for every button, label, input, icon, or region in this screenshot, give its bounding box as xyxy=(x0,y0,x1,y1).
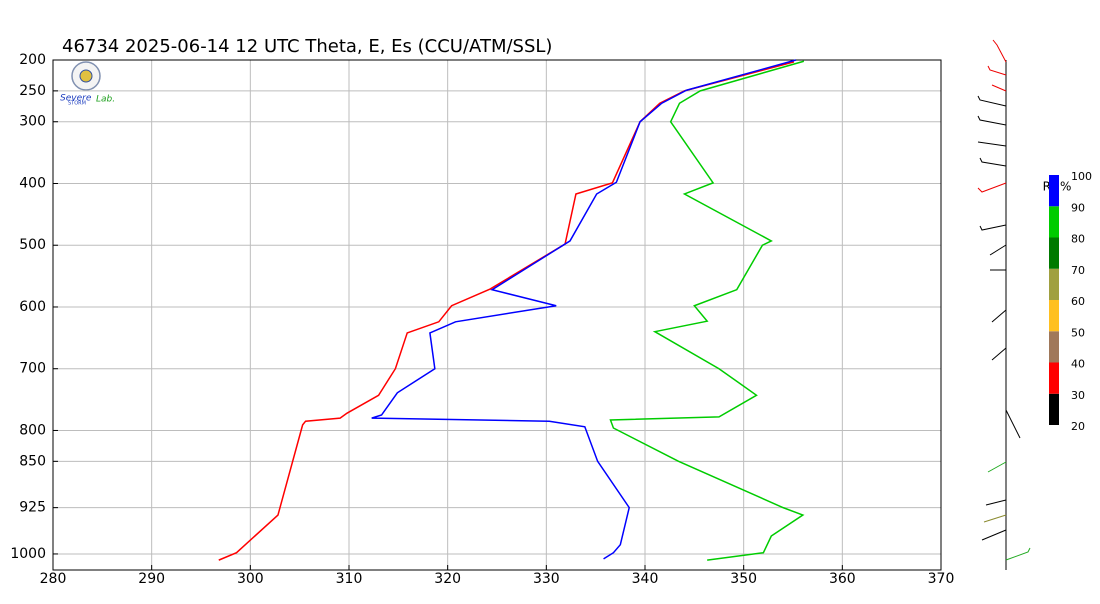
y-tick-label: 1000 xyxy=(10,546,46,562)
profile-line xyxy=(609,60,805,561)
colorbar-band xyxy=(1049,331,1059,363)
logo-text: Severe xyxy=(60,94,92,104)
logo-text: Lab. xyxy=(96,95,115,105)
wind-barb xyxy=(1005,547,1031,561)
wind-barb xyxy=(977,95,1007,107)
chart-title: 46734 2025-06-14 12 UTC Theta, E, Es (CC… xyxy=(62,36,552,57)
y-tick-label: 850 xyxy=(19,453,46,469)
wind-barb xyxy=(987,65,1007,76)
wind-barb xyxy=(991,347,1007,361)
wind-barb xyxy=(989,244,1007,256)
wind-barb xyxy=(977,141,1007,147)
colorbar-band xyxy=(1049,175,1059,207)
wind-barb xyxy=(987,461,1007,473)
wind-barb xyxy=(983,514,1007,523)
colorbar-band xyxy=(1049,300,1059,332)
wind-barb xyxy=(985,499,1007,506)
colorbar-tick-label: 70 xyxy=(1071,264,1085,277)
y-tick-label: 700 xyxy=(19,361,46,377)
x-tick-label: 340 xyxy=(632,571,659,587)
y-tick-label: 600 xyxy=(19,299,46,315)
x-tick-label: 300 xyxy=(237,571,264,587)
x-tick-label: 330 xyxy=(533,571,560,587)
x-tick-label: 350 xyxy=(730,571,757,587)
wind-barb xyxy=(991,309,1007,323)
y-tick-label: 400 xyxy=(19,175,46,191)
colorbar-band xyxy=(1049,237,1059,269)
y-tick-label: 800 xyxy=(19,422,46,438)
plot-frame xyxy=(52,59,942,571)
y-tick-label: 925 xyxy=(19,500,46,516)
wind-barb xyxy=(979,157,1007,167)
colorbar-tick-label: 40 xyxy=(1071,358,1085,371)
x-tick-label: 370 xyxy=(928,571,955,587)
y-tick-label: 200 xyxy=(19,52,46,68)
wind-barb xyxy=(977,115,1007,126)
colorbar-band xyxy=(1049,206,1059,238)
colorbar-band xyxy=(1049,362,1059,394)
colorbar-tick-label: 30 xyxy=(1071,389,1085,402)
colorbar-band xyxy=(1049,393,1059,425)
x-tick-label: 280 xyxy=(40,571,67,587)
wind-barb xyxy=(991,84,1007,92)
logo-text: STORM xyxy=(68,101,86,107)
colorbar-tick-label: 20 xyxy=(1071,420,1085,433)
wind-barb xyxy=(992,39,1007,63)
wind-profile xyxy=(977,39,1031,570)
logo-emblem-core xyxy=(79,69,93,83)
colorbar-tick-label: 80 xyxy=(1071,233,1085,246)
y-tick-label: 250 xyxy=(19,83,46,99)
x-tick-label: 290 xyxy=(138,571,165,587)
profile-line xyxy=(371,59,797,560)
colorbar-tick-label: 90 xyxy=(1071,201,1085,214)
colorbar-tick-label: 60 xyxy=(1071,295,1085,308)
x-tick-label: 320 xyxy=(434,571,461,587)
y-tick-label: 500 xyxy=(19,237,46,253)
profile-line xyxy=(218,61,795,561)
colorbar-tick-label: 50 xyxy=(1071,326,1085,339)
wind-barb xyxy=(1005,409,1021,439)
wind-barb xyxy=(977,182,1007,193)
x-tick-label: 360 xyxy=(829,571,856,587)
x-tick-label: 310 xyxy=(336,571,363,587)
colorbar-tick-label: 100 xyxy=(1071,170,1092,183)
wind-barb xyxy=(979,224,1007,231)
wind-barb xyxy=(981,529,1007,541)
y-tick-label: 300 xyxy=(19,114,46,130)
logo: Severe STORM Lab. xyxy=(60,61,115,107)
colorbar-band xyxy=(1049,268,1059,300)
